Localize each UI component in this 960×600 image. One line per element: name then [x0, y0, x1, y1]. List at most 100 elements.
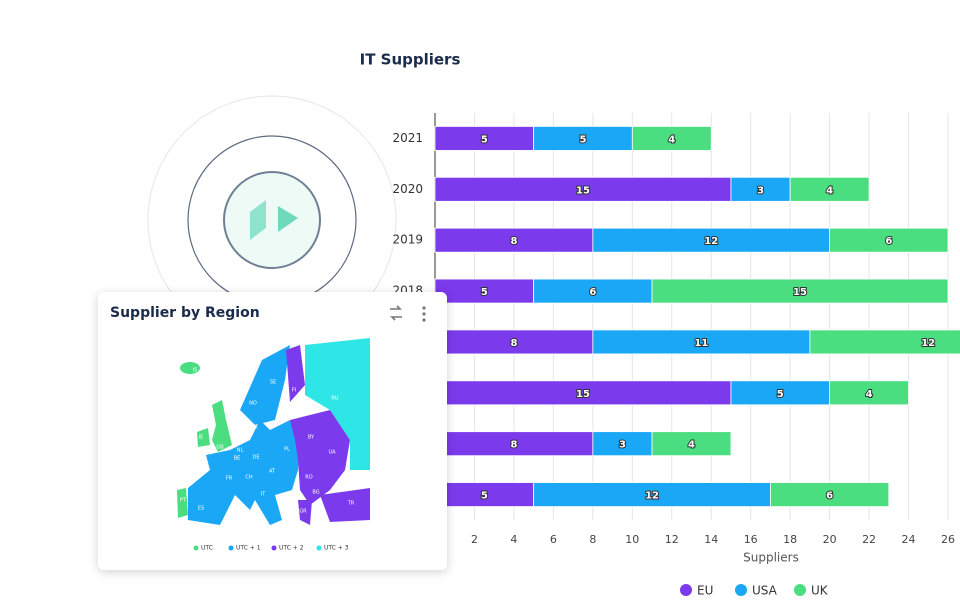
country-label: IT	[261, 492, 266, 498]
region	[177, 488, 188, 518]
x-tick-label: 4	[510, 533, 517, 546]
legend-label: UK	[811, 584, 829, 598]
country-label: DK	[250, 425, 258, 431]
country-label: BY	[308, 435, 315, 441]
region	[197, 428, 210, 447]
region	[290, 410, 350, 505]
chart-title: IT Suppliers	[360, 51, 461, 69]
country-label: PL	[284, 447, 290, 453]
legend-swatch	[680, 584, 692, 596]
data-label: 6	[885, 236, 892, 247]
region	[305, 338, 370, 470]
bar-segment	[651, 431, 732, 457]
logo	[278, 206, 298, 232]
legend-swatch	[794, 584, 806, 596]
x-tick-label: 20	[823, 533, 837, 546]
bar-segment	[434, 329, 594, 355]
legend-label: USA	[752, 584, 778, 598]
map-legend-swatch	[316, 545, 322, 551]
bar-segment	[434, 380, 732, 406]
region	[298, 500, 312, 525]
country-label: BE	[234, 456, 241, 462]
country-label: SE	[270, 380, 276, 386]
swap-icon[interactable]	[390, 305, 402, 321]
data-label: 4	[668, 134, 675, 145]
bar-segment	[434, 126, 535, 151]
data-label: 11	[694, 338, 708, 349]
country-label: ES	[198, 506, 204, 512]
country-label: TR	[347, 501, 355, 507]
map-legend-swatch	[193, 545, 199, 551]
data-label: 8	[510, 338, 517, 349]
data-label: 6	[826, 491, 833, 502]
data-label: 4	[826, 185, 833, 196]
country-label: PT	[180, 498, 187, 504]
x-tick-label: 22	[862, 533, 876, 546]
bar-segment	[631, 126, 712, 151]
data-label: 5	[481, 287, 488, 298]
map-legend-swatch	[228, 545, 234, 551]
bar-segment	[730, 380, 831, 406]
region	[188, 420, 300, 525]
data-label: 5	[481, 491, 488, 502]
country-label: RO	[305, 475, 312, 481]
map-card: Supplier by Region IS SE NO FI DK RU IE GB BY NL B…	[98, 292, 447, 570]
region	[286, 345, 305, 402]
data-label: 3	[757, 185, 764, 196]
region	[212, 400, 232, 452]
menu-icon[interactable]	[422, 306, 426, 310]
country-label: IS	[193, 368, 198, 374]
country-label: GB	[216, 445, 224, 451]
logo	[250, 200, 266, 240]
bar-segment	[592, 227, 831, 253]
x-tick-label: 24	[902, 533, 916, 546]
country-label: NO	[249, 401, 257, 407]
data-label: 4	[688, 440, 695, 451]
bar-segment	[651, 278, 949, 304]
x-tick-label: 14	[704, 533, 718, 546]
data-label: 15	[576, 389, 590, 400]
bar-segment	[533, 278, 653, 304]
map-legend-swatch	[271, 545, 277, 551]
country-label: AT	[269, 469, 276, 475]
country-label: FI	[292, 388, 296, 394]
x-tick-label: 6	[550, 533, 557, 546]
country-label: CH	[245, 475, 252, 481]
x-tick-label: 8	[589, 533, 596, 546]
x-axis-label: Suppliers	[743, 551, 799, 565]
bar-segment	[434, 227, 594, 253]
data-label: 12	[645, 491, 659, 502]
bar-segment	[434, 482, 535, 507]
bar-segment	[789, 176, 870, 202]
map-legend-label: UTC	[201, 545, 213, 552]
x-tick-label: 16	[744, 533, 758, 546]
y-tick-label: 2020	[392, 182, 423, 196]
country-label: RU	[331, 396, 338, 402]
x-tick-label: 18	[783, 533, 797, 546]
data-label: 8	[510, 440, 517, 451]
bar-segment	[809, 329, 960, 355]
country-label: BG	[312, 490, 319, 496]
data-label: 4	[866, 389, 873, 400]
data-label: 15	[793, 287, 807, 298]
bar-segment	[434, 176, 732, 202]
menu-icon[interactable]	[422, 312, 426, 316]
menu-icon[interactable]	[422, 318, 426, 322]
x-tick-label: 12	[665, 533, 679, 546]
bar-segment	[434, 431, 594, 457]
data-label: 12	[921, 338, 935, 349]
country-label: NL	[237, 448, 244, 454]
bar-segment	[434, 278, 535, 304]
data-label: 8	[510, 236, 517, 247]
y-tick-label: 2021	[392, 131, 423, 145]
data-label: 5	[777, 389, 784, 400]
country-label: DE	[252, 455, 259, 461]
logo-ring	[223, 171, 321, 269]
x-tick-label: 10	[625, 533, 639, 546]
data-label: 6	[589, 287, 596, 298]
map: IS SE NO FI DK RU IE GB BY NL BE DE PL FR CH AT UA RO BG IT…	[177, 305, 426, 552]
data-label: 15	[576, 185, 590, 196]
x-tick-label: 2	[471, 533, 478, 546]
x-tick-label: 26	[941, 533, 955, 546]
